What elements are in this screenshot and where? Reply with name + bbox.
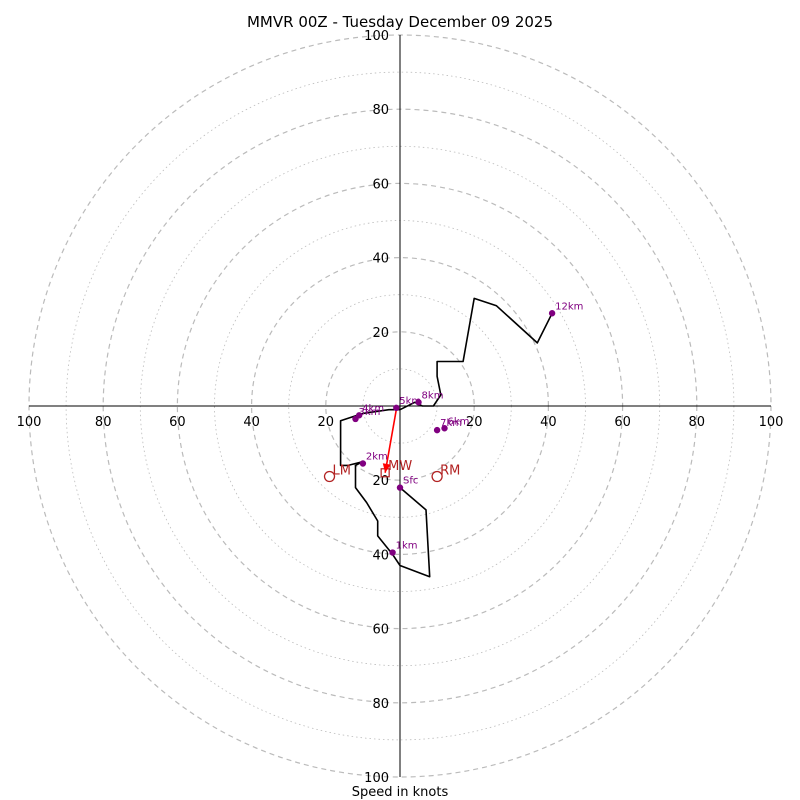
axes xyxy=(29,35,771,777)
height-label-sfc: Sfc xyxy=(403,476,418,487)
hodograph-line xyxy=(339,297,553,578)
y-tick-label: 60 xyxy=(372,177,389,192)
mean-wind-label: MW xyxy=(388,459,412,474)
y-tick-label: 80 xyxy=(372,103,389,118)
height-label-6km: 6km xyxy=(448,416,470,427)
y-tick-label: 20 xyxy=(372,326,389,341)
storm-motion-rm-label: RM xyxy=(440,463,460,478)
height-label-1km: 1km xyxy=(396,541,418,552)
x-axis-label: Speed in knots xyxy=(352,785,449,800)
x-tick-label: 60 xyxy=(169,415,186,430)
height-label-7km: 7km xyxy=(440,418,462,429)
height-marker-6km xyxy=(441,425,448,432)
x-tick-label: 60 xyxy=(614,415,631,430)
x-tick-label: 20 xyxy=(318,415,335,430)
wind-trace xyxy=(339,297,553,578)
storm-motion-lm-label: LM xyxy=(333,463,351,478)
y-tick-label: 40 xyxy=(372,548,389,563)
height-marker-sfc xyxy=(396,484,404,491)
x-tick-label: 100 xyxy=(759,415,784,430)
height-marker-12km xyxy=(548,310,556,317)
height-marker-5km xyxy=(393,404,400,412)
x-tick-label: 20 xyxy=(466,415,483,430)
y-tick-label: 100 xyxy=(364,771,389,786)
height-label-2km: 2km xyxy=(366,452,388,463)
y-tick-label: 100 xyxy=(364,29,389,44)
storm-motion-lm-marker xyxy=(323,470,336,483)
height-label-3km: 3km xyxy=(358,407,380,418)
height-label-4km: 4km xyxy=(362,403,384,414)
x-tick-label: 40 xyxy=(243,415,260,430)
storm-motion-rm-marker xyxy=(431,470,443,483)
height-marker-4km xyxy=(355,412,363,419)
height-label-8km: 8km xyxy=(422,390,444,401)
y-tick-label: 80 xyxy=(372,697,389,712)
x-tick-label: 40 xyxy=(540,415,557,430)
y-tick-label: 20 xyxy=(372,474,389,489)
shear-vector-arrowhead xyxy=(382,463,391,473)
x-tick-label: 80 xyxy=(95,415,112,430)
shear-vector-line xyxy=(384,409,398,473)
tick-labels: 20 20 20 20 40 40 40 40 60 60 60 60 80 80 80 80 100 100 10… xyxy=(17,29,784,786)
height-marker-7km xyxy=(433,426,441,434)
storm-motion: LM RM MW xyxy=(323,409,460,483)
chart-title: MMVR 00Z - Tuesday December 09 2025 xyxy=(247,13,553,31)
height-marker-1km xyxy=(389,549,396,556)
height-marker-2km xyxy=(359,460,367,467)
x-tick-label: 80 xyxy=(689,415,706,430)
y-tick-label: 40 xyxy=(372,252,389,267)
height-label-5km: 5km xyxy=(399,396,421,407)
height-label-12km: 12km xyxy=(555,301,583,312)
height-marker-8km xyxy=(415,399,422,406)
y-tick-label: 60 xyxy=(372,623,389,638)
x-tick-label: 100 xyxy=(17,415,42,430)
